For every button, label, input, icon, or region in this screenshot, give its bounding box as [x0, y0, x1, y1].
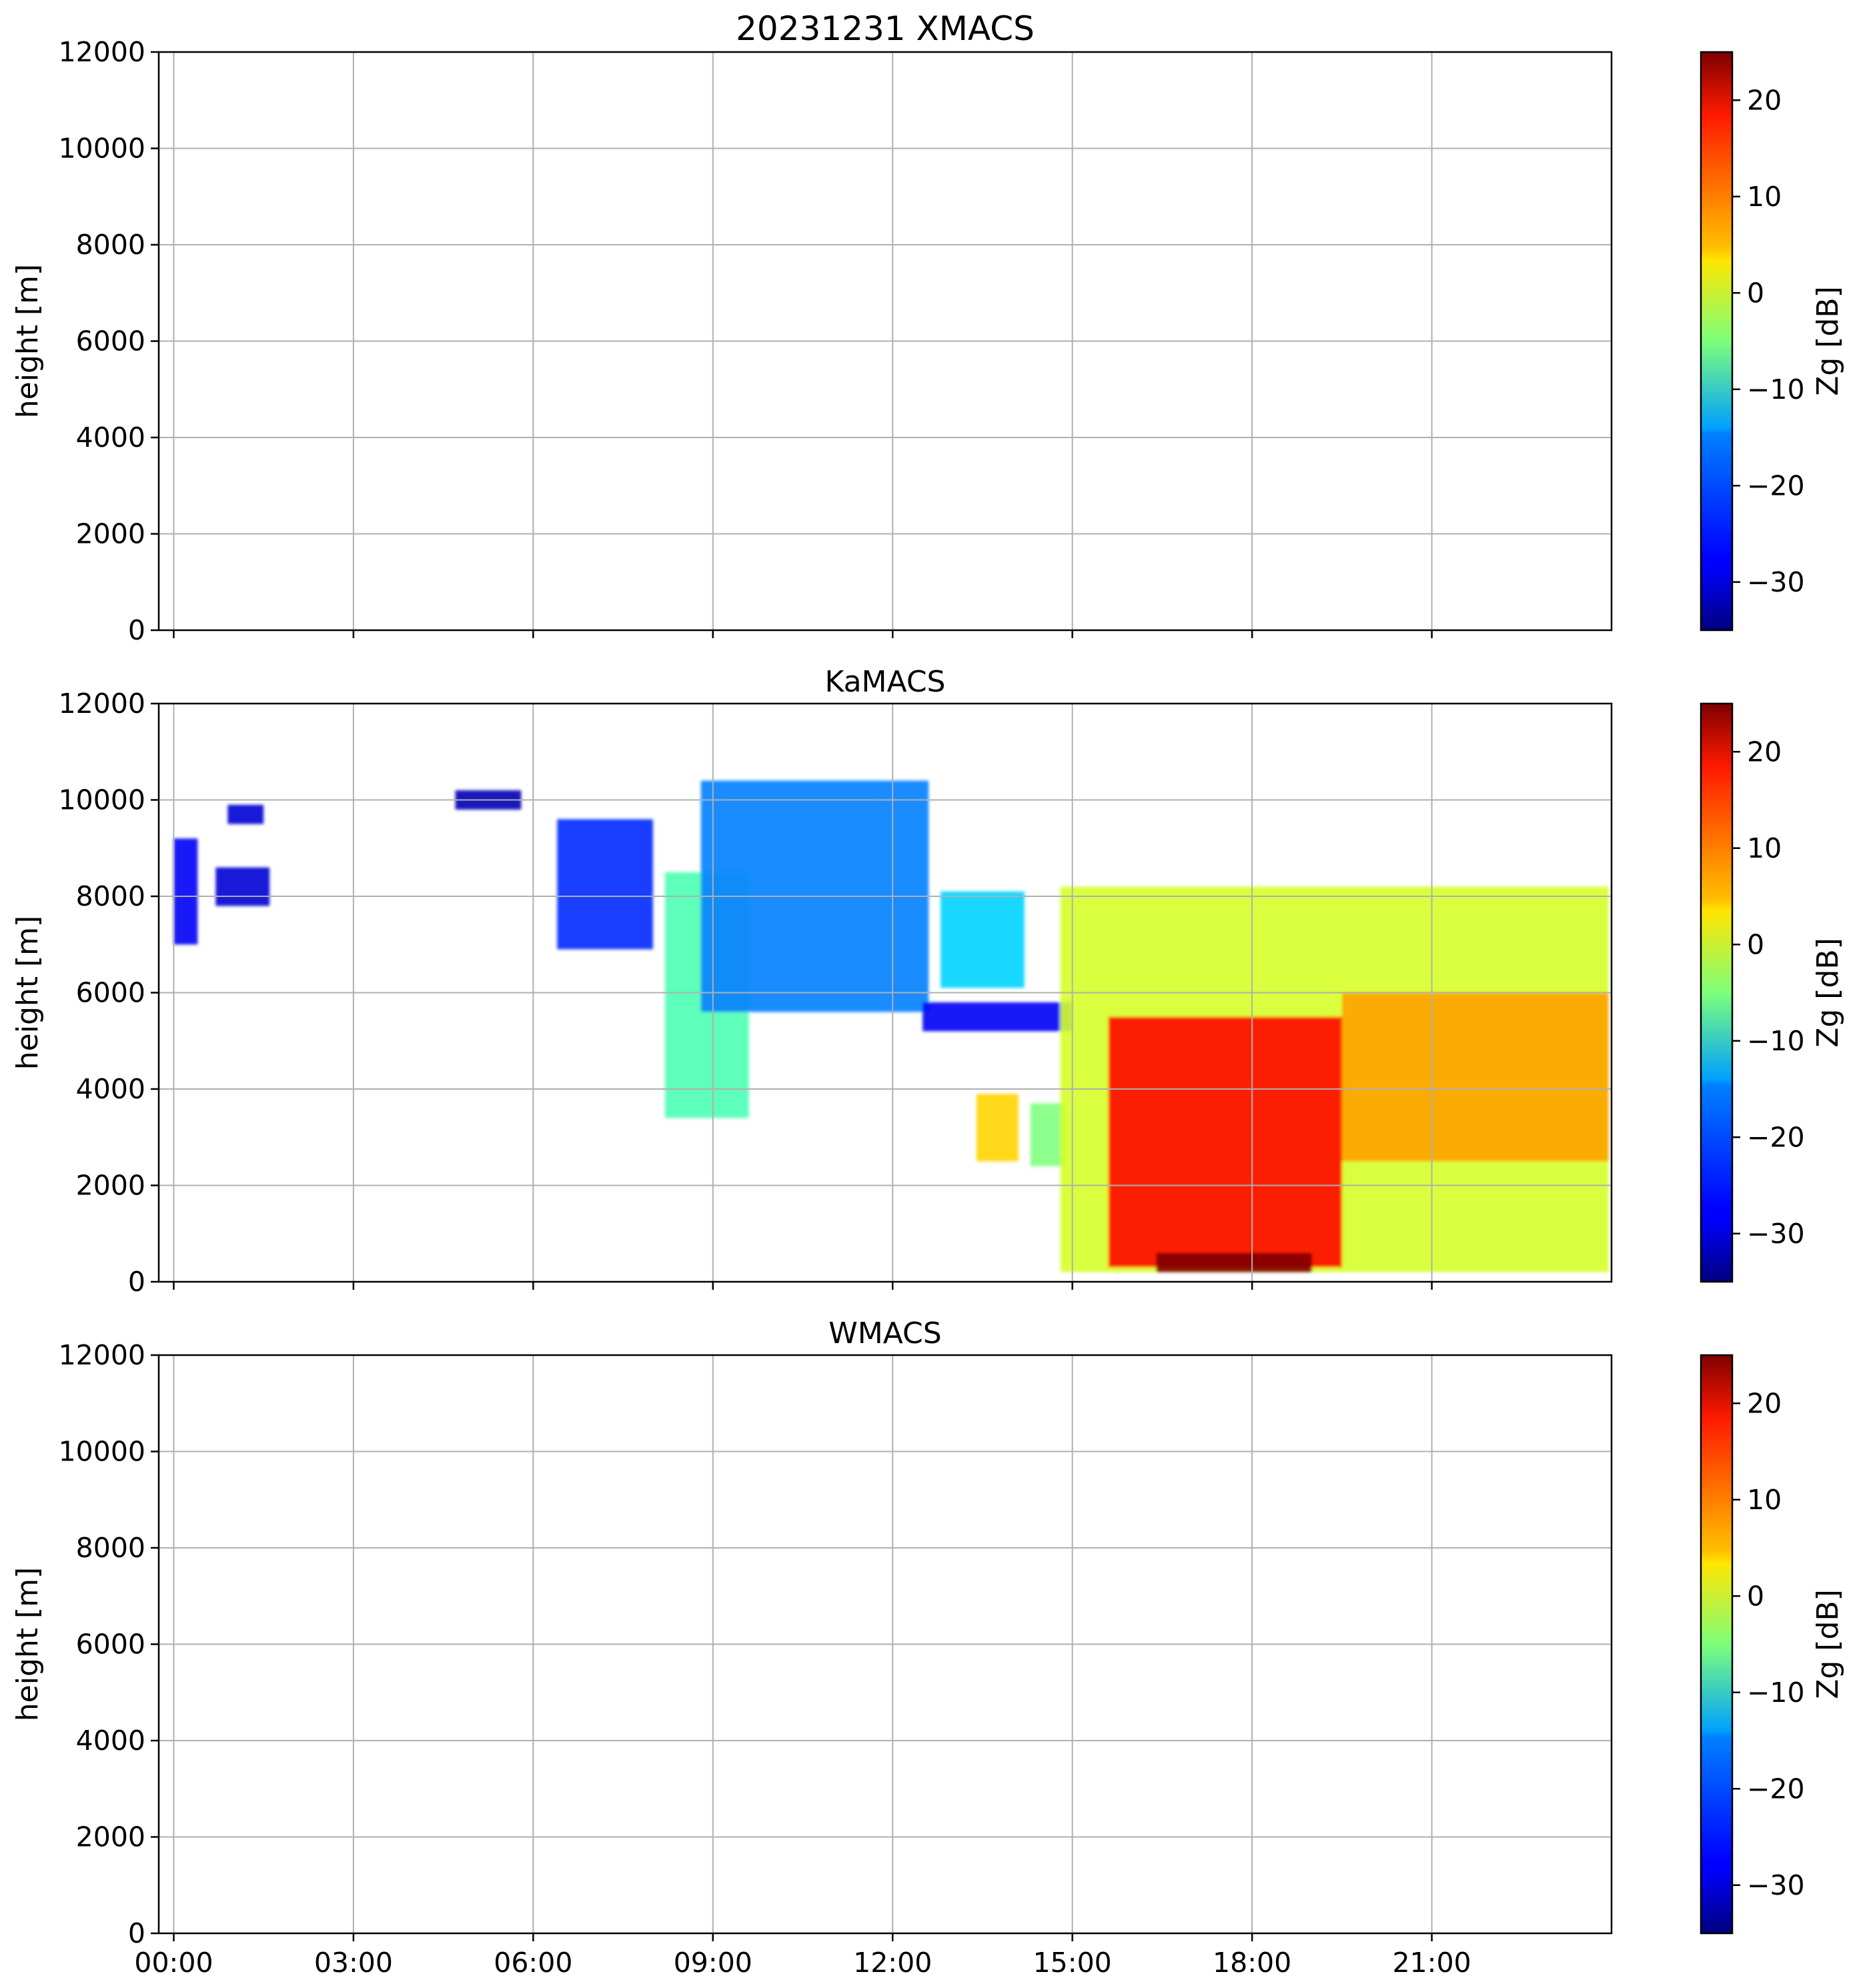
colorbar: −30 −20 −10 0 10 20 Zg [dB] [1700, 702, 1845, 1283]
colorbar-tick-label: −20 [1747, 1773, 1805, 1805]
colorbar-label: Zg [dB] [1811, 286, 1845, 396]
y-tick-label: 0 [128, 1266, 145, 1298]
colorbar-label: Zg [dB] [1811, 938, 1845, 1048]
y-tick-label: 10000 [59, 133, 145, 165]
panel-title: 20231231 XMACS [736, 9, 1035, 48]
panel-title: KaMACS [825, 665, 946, 699]
y-tick-label: 2000 [76, 1170, 145, 1202]
cloud-region-9 [976, 1094, 1019, 1162]
x-tick-label: 09:00 [674, 1947, 752, 1979]
y-axis-label: height [m] [11, 264, 45, 418]
colorbar-gradient [1700, 51, 1734, 632]
grid [159, 51, 1612, 631]
y-tick-label: 8000 [76, 1532, 145, 1564]
y-axis-label: height [m] [11, 1567, 45, 1721]
y-tick-label: 12000 [59, 36, 145, 68]
y-tick-label: 4000 [76, 1725, 145, 1757]
cloud-region-13 [1156, 1252, 1312, 1272]
colorbar-tick-label: −30 [1747, 1218, 1805, 1250]
y-tick-label: 6000 [76, 977, 145, 1009]
y-tick-label: 8000 [76, 229, 145, 261]
colorbar-tick-label: 20 [1747, 1387, 1782, 1419]
x-tick-label: 15:00 [1033, 1947, 1112, 1979]
colorbar-tick-label: −30 [1747, 1869, 1805, 1901]
y-tick-label: 12000 [59, 688, 145, 720]
cloud-region-7 [941, 891, 1025, 988]
y-tick-label: 2000 [76, 518, 145, 550]
colorbar-tick-label: −10 [1747, 1025, 1805, 1057]
colorbar-gradient [1700, 1354, 1734, 1935]
colorbar-tick-label: 20 [1747, 84, 1782, 116]
y-tick-label: 2000 [76, 1821, 145, 1853]
cloud-region-0 [173, 838, 198, 945]
x-tick-label: 21:00 [1392, 1947, 1471, 1979]
colorbar-label: Zg [dB] [1811, 1589, 1845, 1699]
colorbar-tick-label: 0 [1747, 1580, 1764, 1612]
y-tick-label: 6000 [76, 1629, 145, 1661]
colorbar-tick-label: −20 [1747, 1121, 1805, 1153]
colorbar: −30 −20 −10 0 10 20 Zg [dB] [1700, 51, 1845, 632]
panel-title: WMACS [828, 1316, 941, 1350]
cloud-region-8 [922, 1002, 1073, 1032]
y-axis-label: height [m] [11, 916, 45, 1070]
colorbar-tick-label: 20 [1747, 736, 1782, 768]
heatmap-layer [173, 780, 1609, 1272]
colorbar-tick-label: 0 [1747, 277, 1764, 309]
y-tick-label: 12000 [59, 1339, 145, 1371]
colorbar-tick-label: −10 [1747, 1677, 1805, 1709]
y-tick-label: 8000 [76, 880, 145, 912]
x-tick-label: 18:00 [1213, 1947, 1291, 1979]
colorbar: −30 −20 −10 0 10 20 Zg [dB] [1700, 1354, 1845, 1935]
y-tick-label: 10000 [59, 1436, 145, 1468]
colorbar-tick-label: 10 [1747, 1484, 1782, 1516]
y-tick-label: 10000 [59, 784, 145, 816]
colorbar-tick-label: −20 [1747, 469, 1805, 502]
colorbar-tick-label: −10 [1747, 373, 1805, 405]
colorbar-gradient [1700, 702, 1734, 1283]
x-tick-label: 12:00 [853, 1947, 932, 1979]
x-tick-label: 06:00 [494, 1947, 572, 1979]
colorbar-tick-label: 10 [1747, 832, 1782, 864]
panel-1: 0 2000 4000 6000 8000 10000 12000 height [m] KaM… [11, 665, 1845, 1298]
y-tick-label: 6000 [76, 325, 145, 357]
y-tick-label: 0 [128, 614, 145, 646]
colorbar-tick-label: −30 [1747, 566, 1805, 598]
colorbar-tick-label: 10 [1747, 181, 1782, 213]
cloud-region-12 [1108, 1016, 1342, 1268]
cloud-region-1 [215, 867, 270, 906]
cloud-region-2 [227, 804, 264, 824]
cloud-region-4 [557, 819, 653, 950]
y-tick-label: 0 [128, 1917, 145, 1949]
x-tick-label: 00:00 [134, 1947, 213, 1979]
colorbar-tick-label: 0 [1747, 928, 1764, 960]
y-tick-label: 4000 [76, 421, 145, 453]
y-tick-label: 4000 [76, 1073, 145, 1105]
panel-2: 0 2000 4000 6000 8000 10000 12000 00:00 03:00 06:… [11, 1316, 1845, 1979]
x-tick-label: 03:00 [314, 1947, 393, 1979]
cloud-region-14 [1341, 992, 1609, 1162]
